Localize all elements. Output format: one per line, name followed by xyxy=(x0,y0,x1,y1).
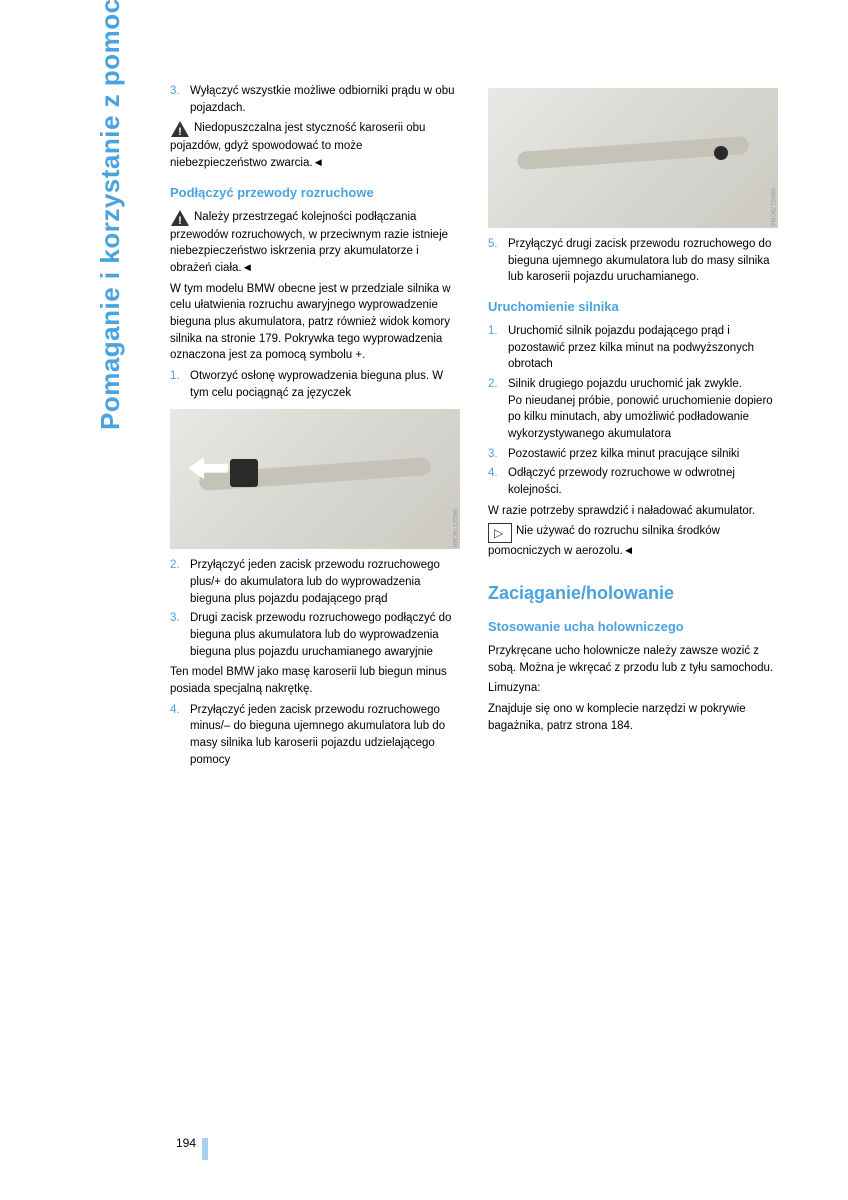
subheading-cables: Podłączyć przewody rozruchowe xyxy=(170,184,460,203)
list-number: 2. xyxy=(488,376,508,443)
paragraph: Znajduje się ono w komplecie narzędzi w … xyxy=(488,701,778,734)
svg-text:!: ! xyxy=(178,215,182,227)
list-text: Przyłączyć jeden zacisk przewodu rozruch… xyxy=(190,557,460,607)
list-item: 4. Odłączyć przewody rozruchowe w odwrot… xyxy=(488,465,778,498)
list-text: Odłączyć przewody rozruchowe w odwrotnej… xyxy=(508,465,778,498)
right-column: M002179CMA 5. Przyłączyć drugi zacisk pr… xyxy=(488,80,778,771)
list-number: 4. xyxy=(170,702,190,769)
section-vertical-title: Pomaganie i korzystanie z pomocy xyxy=(95,0,126,430)
list-item: 1. Otworzyć osłonę wyprowadzenia bieguna… xyxy=(170,368,460,401)
direction-arrow-icon xyxy=(188,457,228,479)
image-code: M002179CMA xyxy=(767,188,776,226)
list-number: 3. xyxy=(488,446,508,463)
list-number: 5. xyxy=(488,236,508,286)
heading-towing: Zaciąganie/holowanie xyxy=(488,580,778,606)
list-number: 3. xyxy=(170,83,190,116)
paragraph-label: Limuzyna: xyxy=(488,680,778,697)
list-number: 3. xyxy=(170,610,190,660)
warning-block: ! Niedopuszczalna jest styczność karoser… xyxy=(170,120,460,171)
info-block: Nie używać do rozruchu silnika środków p… xyxy=(488,523,778,560)
warning-text: Należy przestrzegać kolejności podłączan… xyxy=(170,211,448,274)
list-item: 2. Przyłączyć jeden zacisk przewodu rozr… xyxy=(170,557,460,607)
list-text: Wyłączyć wszystkie możliwe odbiorniki pr… xyxy=(190,83,460,116)
list-text: Przyłączyć drugi zacisk przewodu rozruch… xyxy=(508,236,778,286)
paragraph: Przykręcane ucho holownicze należy zawsz… xyxy=(488,643,778,676)
list-item: 1. Uruchomić silnik pojazdu podającego p… xyxy=(488,323,778,373)
left-column: 3. Wyłączyć wszystkie możliwe odbiorniki… xyxy=(170,80,460,771)
image-code: M002178CMA xyxy=(449,509,458,547)
list-item: 3. Wyłączyć wszystkie możliwe odbiorniki… xyxy=(170,83,460,116)
engine-bay-image-2: M002179CMA xyxy=(488,88,778,228)
paragraph: W razie potrzeby sprawdzić i naładować a… xyxy=(488,503,778,520)
svg-text:!: ! xyxy=(178,126,182,138)
subheading-start-engine: Uruchomienie silnika xyxy=(488,298,778,317)
ground-nut-icon xyxy=(714,146,728,160)
list-item: 2. Silnik drugiego pojazdu uruchomić jak… xyxy=(488,376,778,443)
list-text: Drugi zacisk przewodu rozruchowego podłą… xyxy=(190,610,460,660)
list-number: 1. xyxy=(170,368,190,401)
list-text: Otworzyć osłonę wyprowadzenia bieguna pl… xyxy=(190,368,460,401)
info-text: Nie używać do rozruchu silnika środków p… xyxy=(488,525,720,557)
warning-icon: ! xyxy=(170,209,190,227)
battery-terminal-icon xyxy=(230,459,258,487)
warning-icon: ! xyxy=(170,120,190,138)
warning-block: ! Należy przestrzegać kolejności podłącz… xyxy=(170,209,460,277)
subheading-tow-eye: Stosowanie ucha holowniczego xyxy=(488,618,778,637)
list-text: Przyłączyć jeden zacisk przewodu rozruch… xyxy=(190,702,460,769)
warning-text: Niedopuszczalna jest styczność karoserii… xyxy=(170,122,425,169)
list-text: Silnik drugiego pojazdu uruchomić jak zw… xyxy=(508,376,778,443)
list-item: 3. Pozostawić przez kilka minut pracując… xyxy=(488,446,778,463)
engine-bay-image-1: M002178CMA xyxy=(170,409,460,549)
list-number: 2. xyxy=(170,557,190,607)
page-number: 194 xyxy=(176,1136,196,1150)
list-text: Uruchomić silnik pojazdu podającego prąd… xyxy=(508,323,778,373)
list-text: Pozostawić przez kilka minut pracujące s… xyxy=(508,446,778,463)
info-icon xyxy=(488,523,512,543)
list-item: 3. Drugi zacisk przewodu rozruchowego po… xyxy=(170,610,460,660)
paragraph: Ten model BMW jako masę karoserii lub bi… xyxy=(170,664,460,697)
list-item: 4. Przyłączyć jeden zacisk przewodu rozr… xyxy=(170,702,460,769)
list-number: 1. xyxy=(488,323,508,373)
content-columns: 3. Wyłączyć wszystkie możliwe odbiorniki… xyxy=(170,80,778,771)
list-item: 5. Przyłączyć drugi zacisk przewodu rozr… xyxy=(488,236,778,286)
page-marker-icon xyxy=(202,1138,208,1160)
paragraph: W tym modelu BMW obecne jest w przedzial… xyxy=(170,281,460,364)
list-number: 4. xyxy=(488,465,508,498)
